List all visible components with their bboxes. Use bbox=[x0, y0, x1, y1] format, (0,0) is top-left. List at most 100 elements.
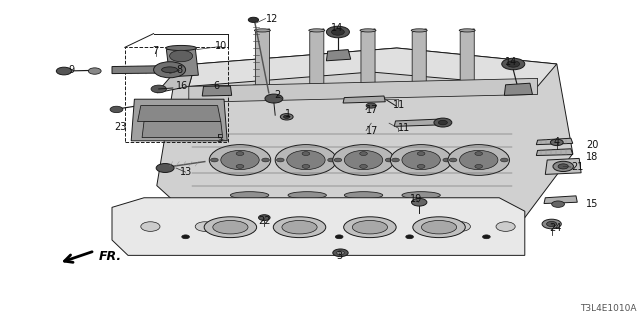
Circle shape bbox=[344, 150, 383, 170]
Text: 8: 8 bbox=[177, 65, 183, 76]
Text: 2: 2 bbox=[274, 90, 280, 100]
Text: FR.: FR. bbox=[99, 250, 122, 263]
Circle shape bbox=[392, 158, 399, 162]
Circle shape bbox=[56, 67, 72, 75]
Polygon shape bbox=[361, 29, 375, 91]
Polygon shape bbox=[394, 119, 442, 126]
Polygon shape bbox=[545, 158, 581, 174]
Circle shape bbox=[110, 106, 123, 113]
Polygon shape bbox=[189, 78, 538, 102]
Ellipse shape bbox=[402, 192, 440, 199]
Circle shape bbox=[449, 158, 457, 162]
Polygon shape bbox=[202, 86, 232, 96]
Circle shape bbox=[182, 235, 189, 239]
Text: 20: 20 bbox=[586, 140, 598, 150]
Circle shape bbox=[553, 161, 573, 172]
Text: 17: 17 bbox=[366, 125, 378, 136]
Circle shape bbox=[211, 158, 218, 162]
Text: 9: 9 bbox=[68, 65, 74, 75]
Text: 1: 1 bbox=[285, 108, 291, 119]
Polygon shape bbox=[131, 99, 227, 141]
Ellipse shape bbox=[254, 29, 270, 32]
Circle shape bbox=[552, 201, 564, 207]
Ellipse shape bbox=[413, 217, 465, 237]
Circle shape bbox=[438, 120, 447, 125]
Polygon shape bbox=[412, 29, 426, 91]
Circle shape bbox=[448, 145, 509, 175]
Ellipse shape bbox=[204, 217, 257, 237]
Circle shape bbox=[262, 158, 269, 162]
Ellipse shape bbox=[309, 29, 325, 32]
Circle shape bbox=[460, 150, 498, 170]
Circle shape bbox=[417, 164, 425, 168]
Polygon shape bbox=[326, 50, 351, 61]
Circle shape bbox=[328, 158, 335, 162]
Circle shape bbox=[333, 249, 348, 257]
Ellipse shape bbox=[282, 220, 317, 234]
Circle shape bbox=[406, 235, 413, 239]
Ellipse shape bbox=[344, 192, 383, 199]
Polygon shape bbox=[138, 106, 221, 122]
Circle shape bbox=[547, 221, 557, 227]
Polygon shape bbox=[255, 29, 269, 91]
Circle shape bbox=[417, 152, 425, 156]
Polygon shape bbox=[112, 66, 172, 74]
Circle shape bbox=[390, 145, 452, 175]
Text: 12: 12 bbox=[266, 13, 278, 24]
Text: 24: 24 bbox=[549, 223, 562, 233]
Ellipse shape bbox=[352, 220, 388, 234]
Text: 4: 4 bbox=[554, 137, 560, 148]
Circle shape bbox=[360, 164, 367, 168]
Circle shape bbox=[236, 164, 244, 168]
Circle shape bbox=[483, 235, 490, 239]
Text: 11: 11 bbox=[393, 100, 405, 110]
Circle shape bbox=[302, 152, 310, 156]
Polygon shape bbox=[504, 83, 532, 95]
Circle shape bbox=[366, 103, 376, 108]
Text: 19: 19 bbox=[410, 194, 422, 204]
Bar bbox=[125, 47, 228, 142]
Ellipse shape bbox=[212, 220, 248, 234]
Circle shape bbox=[507, 61, 520, 67]
Circle shape bbox=[334, 158, 342, 162]
Ellipse shape bbox=[422, 220, 457, 234]
Circle shape bbox=[337, 251, 344, 255]
Circle shape bbox=[259, 215, 270, 220]
Circle shape bbox=[333, 145, 394, 175]
Circle shape bbox=[284, 115, 290, 118]
Circle shape bbox=[475, 164, 483, 168]
Polygon shape bbox=[166, 47, 198, 77]
Circle shape bbox=[451, 222, 470, 231]
Circle shape bbox=[550, 139, 563, 146]
Circle shape bbox=[332, 29, 344, 35]
Polygon shape bbox=[112, 198, 525, 255]
Polygon shape bbox=[536, 138, 573, 145]
Text: T3L4E1010A: T3L4E1010A bbox=[580, 304, 637, 313]
Circle shape bbox=[275, 145, 337, 175]
Ellipse shape bbox=[230, 192, 269, 199]
Circle shape bbox=[475, 152, 483, 156]
Text: 14: 14 bbox=[331, 23, 344, 33]
Circle shape bbox=[236, 152, 244, 156]
Circle shape bbox=[443, 158, 451, 162]
Circle shape bbox=[88, 68, 101, 74]
Circle shape bbox=[434, 118, 452, 127]
Text: 18: 18 bbox=[586, 152, 598, 162]
Polygon shape bbox=[157, 64, 195, 93]
Circle shape bbox=[385, 158, 393, 162]
Ellipse shape bbox=[412, 29, 428, 32]
Ellipse shape bbox=[460, 29, 476, 32]
Text: 5: 5 bbox=[216, 134, 223, 144]
Polygon shape bbox=[189, 48, 557, 86]
Circle shape bbox=[502, 58, 525, 70]
Ellipse shape bbox=[273, 217, 326, 237]
Circle shape bbox=[287, 150, 325, 170]
Circle shape bbox=[302, 164, 310, 168]
Text: 13: 13 bbox=[179, 167, 192, 177]
Circle shape bbox=[141, 222, 160, 231]
Circle shape bbox=[402, 150, 440, 170]
Polygon shape bbox=[142, 122, 223, 138]
Circle shape bbox=[542, 219, 561, 229]
Circle shape bbox=[360, 152, 367, 156]
Circle shape bbox=[500, 158, 508, 162]
